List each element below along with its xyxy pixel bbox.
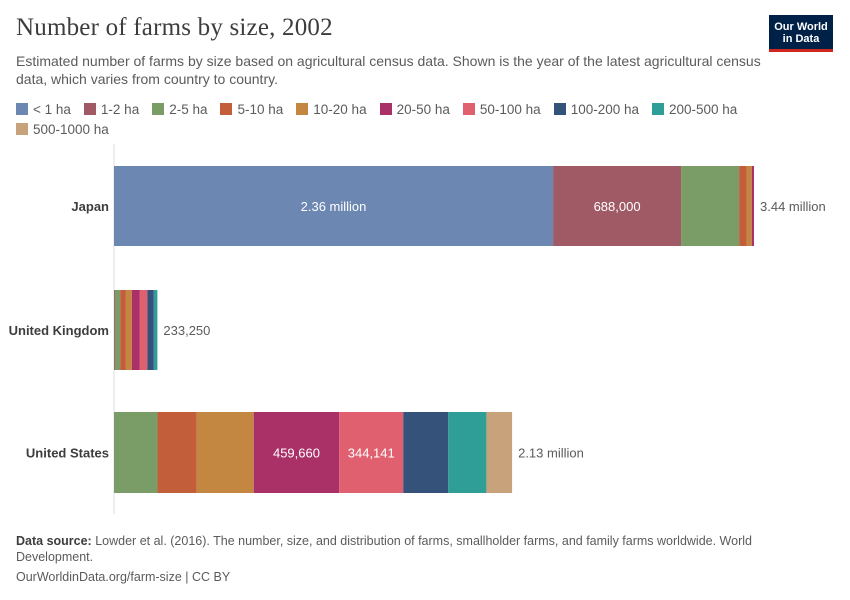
source-note: Data source: Lowder et al. (2016). The n… <box>16 533 806 565</box>
legend-swatch <box>553 103 566 115</box>
legend-item[interactable]: 5-10 ha <box>220 101 283 117</box>
legend-swatch <box>220 103 233 115</box>
bar-segment <box>157 412 197 493</box>
bar-segment <box>139 290 148 370</box>
owid-logo[interactable]: Our World in Data <box>769 15 833 52</box>
legend-label: 1-2 ha <box>100 101 140 117</box>
legend-label: 100-200 ha <box>570 101 639 117</box>
legend-label: 10-20 ha <box>313 101 367 117</box>
legend-label: 50-100 ha <box>479 101 541 117</box>
bar-segment <box>147 290 154 370</box>
legend-item[interactable]: 20-50 ha <box>379 101 450 117</box>
legend-swatch <box>83 103 96 115</box>
legend-label: 500-1000 ha <box>33 121 109 137</box>
legend-swatch <box>379 103 392 115</box>
bar-segment <box>196 412 254 493</box>
bar-segment <box>114 412 158 493</box>
bar-segment <box>125 290 132 370</box>
logo-line-1: Our World <box>774 21 828 33</box>
legend-swatch <box>652 103 664 115</box>
bar-segment <box>339 412 404 493</box>
legend-item[interactable]: < 1 ha <box>16 101 71 117</box>
bar-segment <box>739 166 747 246</box>
bar-segment <box>131 290 140 370</box>
chart-title: Number of farms by size, 2002 <box>16 14 333 41</box>
bar-segment <box>253 412 340 493</box>
legend: < 1 ha 1-2 ha 2-5 ha 5-10 ha 10-20 ha 20-50 h… <box>16 101 816 137</box>
footer: Data source: Lowder et al. (2016). The n… <box>16 533 806 585</box>
legend-item[interactable]: 50-100 ha <box>462 101 541 117</box>
legend-item[interactable]: 2-5 ha <box>152 101 207 117</box>
legend-item[interactable]: 1-2 ha <box>83 101 140 117</box>
stacked-bar-chart: Japan 2.36 million 688,000 3.44 million Unit… <box>9 144 826 514</box>
bar-segment <box>114 166 554 246</box>
bar-segment <box>553 166 682 246</box>
bar-segment <box>114 290 121 370</box>
segment-label: 2.36 million <box>301 199 367 214</box>
legend-item[interactable]: 100-200 ha <box>553 101 639 117</box>
category-label: United Kingdom <box>9 323 109 338</box>
legend-swatch <box>16 103 28 115</box>
footer-url[interactable]: OurWorldinData.org/farm-size | CC BY <box>16 570 231 584</box>
total-label: 233,250 <box>163 323 210 338</box>
legend-label: 200-500 ha <box>669 101 738 117</box>
legend-swatch <box>462 103 475 115</box>
bar-segment <box>448 412 487 493</box>
chart-subtitle: Estimated number of farms by size based … <box>16 53 761 87</box>
segment-label: 688,000 <box>594 199 641 214</box>
legend-item[interactable]: 200-500 ha <box>652 101 737 117</box>
source-text: Lowder et al. (2016). The number, size, … <box>16 534 752 564</box>
bar-segment <box>120 290 126 370</box>
legend-swatch <box>152 103 165 115</box>
bar-segment <box>681 166 740 246</box>
total-label: 3.44 million <box>760 199 826 214</box>
legend-label: 5-10 ha <box>237 101 284 117</box>
bar-segment <box>153 290 158 370</box>
bar-segment <box>403 412 449 493</box>
category-label: Japan <box>71 199 109 214</box>
total-label: 2.13 million <box>518 446 584 461</box>
legend-item[interactable]: 10-20 ha <box>296 101 367 117</box>
source-label: Data source: <box>16 534 92 548</box>
bar-segment <box>486 412 513 493</box>
legend-item[interactable]: 500-1000 ha <box>16 121 109 137</box>
legend-label: 20-50 ha <box>396 101 450 117</box>
legend-swatch <box>296 103 309 115</box>
segment-label: 459,660 <box>273 446 320 461</box>
logo-line-2: in Data <box>782 33 820 45</box>
category-label: United States <box>26 446 109 461</box>
bar-segment <box>751 166 754 246</box>
legend-label: < 1 ha <box>33 101 71 117</box>
legend-label: 2-5 ha <box>169 101 208 117</box>
bar-segment <box>746 166 752 246</box>
segment-label: 344,141 <box>348 446 395 461</box>
bar-segment <box>114 290 115 370</box>
legend-swatch <box>16 123 28 135</box>
